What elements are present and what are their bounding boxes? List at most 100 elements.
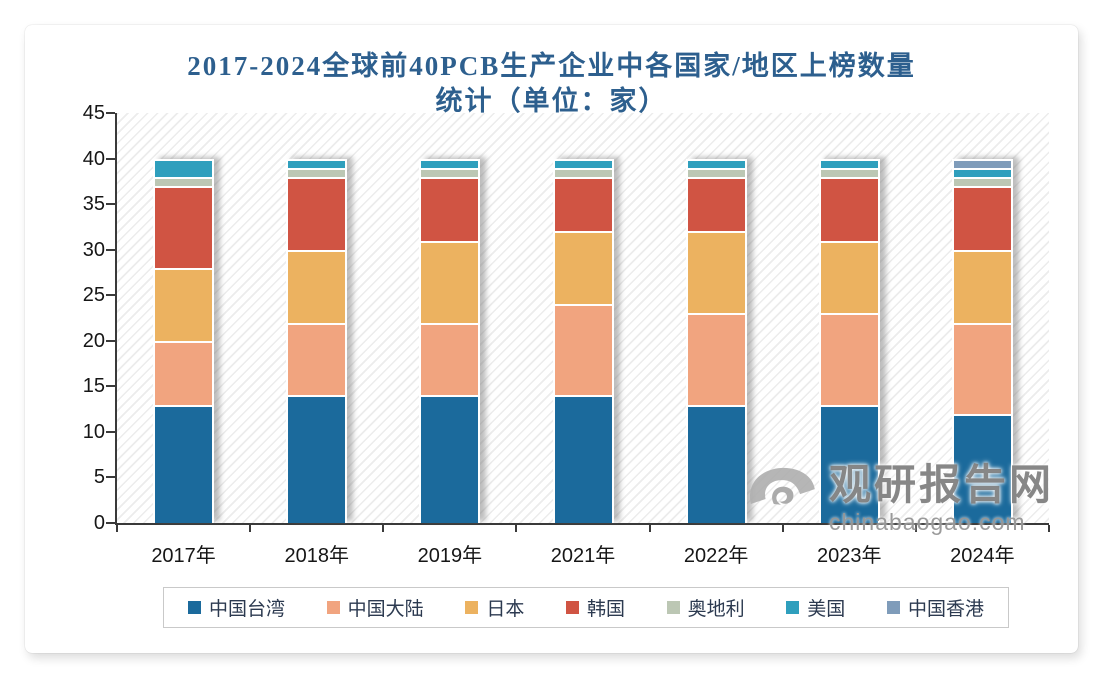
x-axis-tick <box>1048 525 1050 532</box>
legend: 中国台湾 中国大陆 日本 韩国 奥地利 美国 中国香港 <box>163 587 1009 628</box>
y-tick-label: 5 <box>93 466 105 489</box>
y-axis-tick <box>106 203 115 206</box>
y-axis-tick <box>106 430 115 433</box>
bar-2017年 <box>153 158 215 523</box>
segment-韩国 <box>421 178 479 241</box>
segment-日本 <box>288 251 346 323</box>
x-label-2022年: 2022年 <box>683 545 749 567</box>
legend-swatch-日本 <box>465 601 479 614</box>
bar-2019年 <box>419 158 481 523</box>
segment-中国台湾 <box>953 415 1011 523</box>
chart-title: 2017-2024全球前40PCB生产企业中各国家/地区上榜数量 统计（单位：家… <box>25 49 1078 119</box>
segment-美国 <box>820 160 878 168</box>
segment-中国台湾 <box>687 406 745 523</box>
y-tick-label: 20 <box>82 329 105 352</box>
bar-2022年 <box>685 158 747 523</box>
bar-2023年 <box>818 158 880 523</box>
bar-2018年 <box>286 158 348 523</box>
segment-韩国 <box>820 178 878 241</box>
legend-label-中国台湾: 中国台湾 <box>209 599 286 620</box>
segment-韩国 <box>687 178 745 232</box>
plot-area: 0 5 10 15 20 25 30 35 40 45 2017年 2018年 2019年 2021年 20… <box>83 102 1050 567</box>
segment-日本 <box>687 233 745 314</box>
segment-美国 <box>687 160 745 168</box>
x-axis-tick <box>648 525 651 532</box>
segment-奥地利 <box>288 169 346 177</box>
x-axis-tick <box>914 525 917 532</box>
legend-item-中国台湾: 中国台湾 <box>188 594 285 621</box>
legend-item-韩国: 韩国 <box>565 594 625 621</box>
y-axis-tick <box>106 248 115 251</box>
legend-item-美国: 美国 <box>786 594 845 621</box>
segment-美国 <box>554 160 612 168</box>
legend-item-中国香港: 中国香港 <box>886 594 984 621</box>
x-label-2024年: 2024年 <box>950 545 1015 567</box>
segment-中国香港 <box>953 160 1011 168</box>
segment-日本 <box>155 269 213 341</box>
legend-swatch-中国台湾 <box>188 601 201 614</box>
segment-中国大陆 <box>554 306 612 396</box>
segment-韩国 <box>288 178 346 250</box>
segment-奥地利 <box>554 169 612 177</box>
bar-2021年 <box>552 158 614 523</box>
y-tick-label: 45 <box>82 102 105 124</box>
segment-中国台湾 <box>288 397 346 523</box>
segment-日本 <box>953 251 1011 323</box>
legend-swatch-美国 <box>786 601 800 614</box>
y-tick-label: 10 <box>82 420 105 443</box>
segment-日本 <box>820 242 878 314</box>
segment-美国 <box>421 160 479 168</box>
x-label-2019年: 2019年 <box>417 545 483 567</box>
x-label-2017年: 2017年 <box>151 545 216 567</box>
y-tick-label: 35 <box>82 193 105 216</box>
segment-奥地利 <box>820 169 878 177</box>
legend-item-奥地利: 奥地利 <box>666 594 745 621</box>
segment-美国 <box>288 160 346 168</box>
legend-label-奥地利: 奥地利 <box>687 599 745 620</box>
segment-中国大陆 <box>687 315 745 405</box>
bar-2024年 <box>951 158 1013 523</box>
y-tick-label: 30 <box>82 238 105 261</box>
x-label-2023年: 2023年 <box>817 545 882 567</box>
x-axis-tick <box>249 525 252 532</box>
legend-label-日本: 日本 <box>486 599 525 620</box>
segment-中国大陆 <box>288 324 346 396</box>
y-axis-tick <box>106 522 115 524</box>
legend-label-美国: 美国 <box>807 599 846 620</box>
legend-swatch-韩国 <box>565 601 579 614</box>
segment-中国大陆 <box>820 315 878 405</box>
segment-中国大陆 <box>155 342 213 405</box>
y-axis-tick <box>106 112 115 114</box>
y-axis-tick <box>106 385 115 388</box>
x-axis-tick <box>515 525 518 532</box>
segment-奥地利 <box>155 178 213 186</box>
x-axis-tick <box>382 525 385 532</box>
legend-swatch-奥地利 <box>666 601 680 614</box>
segment-奥地利 <box>687 169 745 177</box>
legend-item-中国大陆: 中国大陆 <box>326 594 424 621</box>
segment-中国台湾 <box>155 406 213 523</box>
legend-swatch-中国大陆 <box>326 601 340 614</box>
y-tick-label: 25 <box>82 284 105 307</box>
y-axis-tick <box>106 294 115 297</box>
segment-韩国 <box>554 178 612 232</box>
legend-label-中国香港: 中国香港 <box>907 599 984 620</box>
segment-中国大陆 <box>953 324 1011 414</box>
segment-中国台湾 <box>820 406 878 523</box>
segment-韩国 <box>155 187 213 268</box>
legend-item-日本: 日本 <box>465 594 524 621</box>
segment-中国大陆 <box>421 324 479 396</box>
legend-label-韩国: 韩国 <box>586 599 625 620</box>
segment-美国 <box>953 169 1011 177</box>
segment-奥地利 <box>953 178 1011 186</box>
x-axis-tick <box>781 525 784 532</box>
y-axis-tick <box>106 157 115 160</box>
segment-日本 <box>554 233 612 305</box>
chart-title-line1: 2017-2024全球前40PCB生产企业中各国家/地区上榜数量 <box>187 51 916 81</box>
y-tick-label: 15 <box>82 375 105 398</box>
y-tick-label: 0 <box>93 512 105 534</box>
segment-中国台湾 <box>554 397 612 523</box>
y-axis-tick <box>106 476 115 479</box>
x-label-2018年: 2018年 <box>284 545 349 567</box>
